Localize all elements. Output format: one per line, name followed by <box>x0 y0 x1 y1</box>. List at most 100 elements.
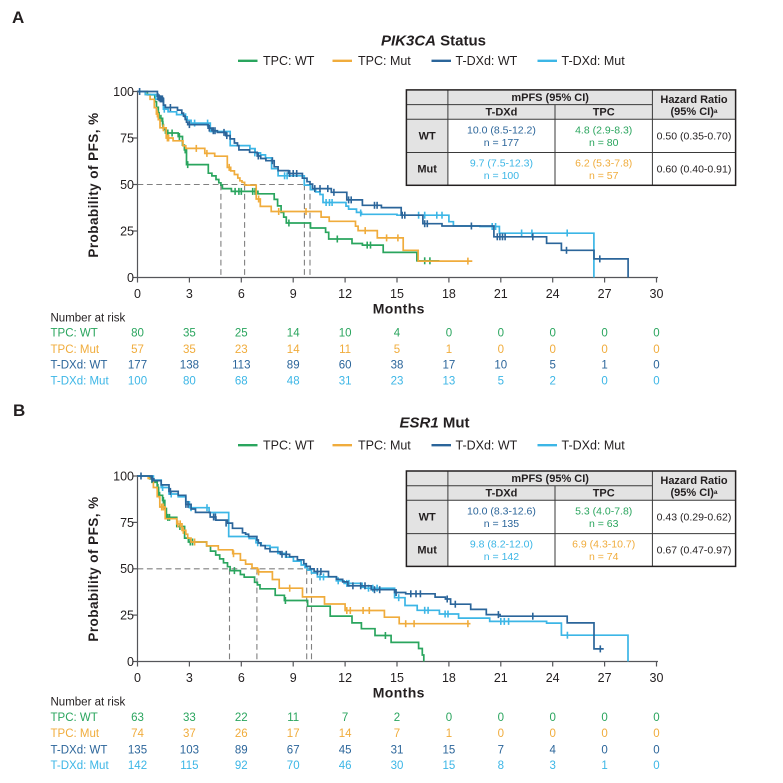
svg-text:7: 7 <box>342 712 348 724</box>
svg-text:0: 0 <box>601 728 607 740</box>
svg-text:n = 74: n = 74 <box>589 551 619 563</box>
svg-text:24: 24 <box>546 671 560 685</box>
svg-text:T-DXd: WT: T-DXd: WT <box>51 360 108 372</box>
svg-text:0: 0 <box>549 712 555 724</box>
svg-text:n = 177: n = 177 <box>484 137 519 149</box>
svg-text:115: 115 <box>180 760 198 772</box>
svg-text:23: 23 <box>235 344 248 356</box>
svg-text:0: 0 <box>601 376 607 388</box>
svg-text:T-DXd: Mut: T-DXd: Mut <box>562 439 626 453</box>
svg-text:0: 0 <box>549 728 555 740</box>
svg-text:0: 0 <box>498 712 504 724</box>
svg-text:0: 0 <box>601 328 607 340</box>
svg-text:67: 67 <box>287 745 300 757</box>
svg-text:TPC: Mut: TPC: Mut <box>358 54 411 68</box>
svg-text:0: 0 <box>127 655 134 669</box>
svg-text:11: 11 <box>287 712 299 724</box>
svg-text:70: 70 <box>287 760 300 772</box>
svg-text:15: 15 <box>390 287 404 301</box>
svg-text:2: 2 <box>549 376 555 388</box>
svg-text:33: 33 <box>183 712 196 724</box>
svg-text:25: 25 <box>120 224 134 238</box>
svg-text:5: 5 <box>549 360 555 372</box>
svg-text:18: 18 <box>442 287 456 301</box>
svg-text:7: 7 <box>394 728 400 740</box>
svg-text:35: 35 <box>183 328 196 340</box>
svg-text:4.8 (2.9-8.3): 4.8 (2.9-8.3) <box>575 124 632 136</box>
svg-text:3: 3 <box>186 671 193 685</box>
svg-text:7: 7 <box>498 745 504 757</box>
svg-text:24: 24 <box>546 287 560 301</box>
svg-text:Months: Months <box>373 300 425 316</box>
svg-text:5: 5 <box>498 376 504 388</box>
svg-text:n = 135: n = 135 <box>484 518 519 530</box>
svg-text:80: 80 <box>183 376 196 388</box>
svg-text:6: 6 <box>238 287 245 301</box>
svg-text:0: 0 <box>127 271 134 285</box>
svg-text:15: 15 <box>390 671 404 685</box>
svg-text:n = 57: n = 57 <box>589 170 619 182</box>
svg-text:TPC: TPC <box>593 488 615 500</box>
svg-text:15: 15 <box>443 760 456 772</box>
svg-text:35: 35 <box>183 344 196 356</box>
svg-text:TPC: TPC <box>593 107 615 119</box>
svg-text:26: 26 <box>235 728 248 740</box>
svg-text:12: 12 <box>338 671 352 685</box>
svg-text:30: 30 <box>391 760 404 772</box>
svg-text:135: 135 <box>128 745 147 757</box>
svg-text:TPC: WT: TPC: WT <box>51 712 98 724</box>
svg-text:T-DXd: WT: T-DXd: WT <box>51 745 108 757</box>
svg-text:0: 0 <box>134 671 141 685</box>
svg-text:0: 0 <box>549 328 555 340</box>
svg-text:Hazard Ratio: Hazard Ratio <box>660 475 728 487</box>
svg-text:50: 50 <box>120 562 134 576</box>
svg-text:45: 45 <box>339 745 352 757</box>
svg-text:21: 21 <box>494 671 508 685</box>
svg-text:n = 80: n = 80 <box>589 137 619 149</box>
svg-text:6.9 (4.3-10.7): 6.9 (4.3-10.7) <box>572 539 635 551</box>
svg-text:25: 25 <box>235 328 248 340</box>
svg-text:5: 5 <box>394 344 400 356</box>
svg-text:Hazard Ratio: Hazard Ratio <box>660 94 728 106</box>
svg-text:T-DXd: WT: T-DXd: WT <box>456 54 518 68</box>
svg-text:6.2 (5.3-7.8): 6.2 (5.3-7.8) <box>575 158 632 170</box>
svg-text:A: A <box>12 8 24 27</box>
svg-text:89: 89 <box>287 360 300 372</box>
svg-text:Probability of PFS, %: Probability of PFS, % <box>86 496 101 641</box>
svg-text:68: 68 <box>235 376 248 388</box>
svg-text:TPC: WT: TPC: WT <box>263 439 315 453</box>
svg-text:17: 17 <box>443 360 456 372</box>
svg-text:0: 0 <box>653 360 659 372</box>
svg-text:100: 100 <box>113 469 134 483</box>
svg-text:4: 4 <box>549 745 556 757</box>
svg-text:100: 100 <box>128 376 147 388</box>
svg-text:mPFS (95% CI): mPFS (95% CI) <box>511 473 589 485</box>
svg-text:60: 60 <box>339 360 352 372</box>
svg-text:TPC: WT: TPC: WT <box>51 328 98 340</box>
svg-text:(95% CI)a: (95% CI)a <box>670 487 717 499</box>
svg-text:n = 142: n = 142 <box>484 551 519 563</box>
svg-text:14: 14 <box>287 344 300 356</box>
svg-text:63: 63 <box>131 712 144 724</box>
svg-text:0: 0 <box>446 712 452 724</box>
svg-text:WT: WT <box>419 512 436 524</box>
svg-text:Number at risk: Number at risk <box>51 313 126 325</box>
svg-text:74: 74 <box>131 728 144 740</box>
svg-text:12: 12 <box>338 287 352 301</box>
svg-text:T-DXd: T-DXd <box>486 488 518 500</box>
svg-text:0: 0 <box>653 344 659 356</box>
svg-text:n = 100: n = 100 <box>484 170 519 182</box>
svg-text:PIK3CA Status: PIK3CA Status <box>381 32 486 49</box>
svg-text:8: 8 <box>498 760 504 772</box>
svg-text:38: 38 <box>391 360 404 372</box>
svg-text:0.43 (0.29-0.62): 0.43 (0.29-0.62) <box>657 512 732 524</box>
svg-text:10: 10 <box>339 328 352 340</box>
svg-text:103: 103 <box>180 745 199 757</box>
svg-text:T-DXd: Mut: T-DXd: Mut <box>51 760 110 772</box>
svg-text:0: 0 <box>653 745 659 757</box>
svg-text:T-DXd: WT: T-DXd: WT <box>456 439 518 453</box>
svg-text:50: 50 <box>120 178 134 192</box>
svg-text:1: 1 <box>601 360 607 372</box>
svg-text:48: 48 <box>287 376 300 388</box>
svg-text:0: 0 <box>134 287 141 301</box>
